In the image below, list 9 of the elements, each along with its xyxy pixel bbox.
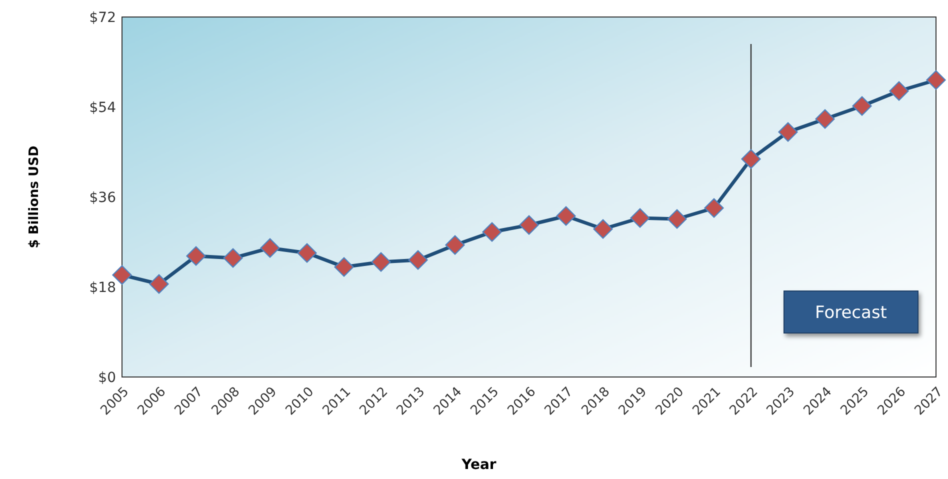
y-tick-label: $18 bbox=[89, 280, 116, 296]
y-tick-label: $72 bbox=[89, 10, 116, 26]
y-tick-label: $36 bbox=[89, 190, 116, 206]
y-tick-label: $0 bbox=[98, 370, 116, 386]
y-axis-title: $ Billions USD bbox=[27, 146, 42, 248]
annotation: Forecast bbox=[815, 302, 888, 323]
forecast-label: Forecast bbox=[784, 290, 918, 334]
y-tick-label: $54 bbox=[89, 100, 116, 116]
x-axis-title: Year bbox=[460, 457, 496, 473]
